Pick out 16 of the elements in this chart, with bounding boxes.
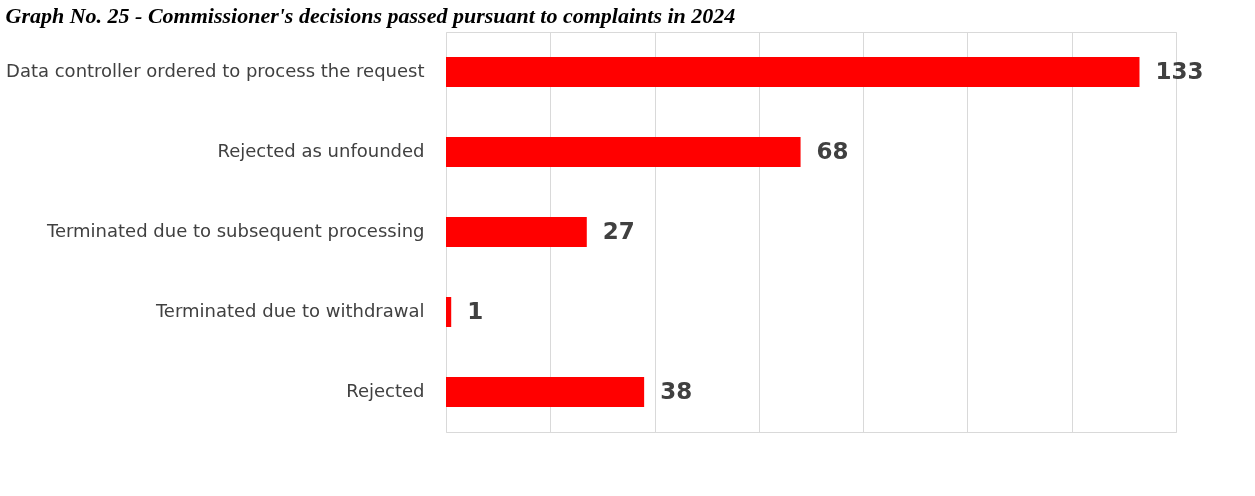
bar	[446, 297, 452, 327]
bar	[446, 377, 645, 407]
y-tick-label: Terminated due to subsequent processing	[45, 220, 425, 241]
y-tick-label: Rejected	[346, 380, 425, 401]
y-tick-label: Terminated due to withdrawal	[154, 300, 425, 321]
bar	[446, 57, 1140, 87]
data-label: 27	[602, 218, 635, 244]
data-label: 1	[467, 298, 484, 324]
data-label: 133	[1155, 58, 1204, 84]
bar	[446, 217, 587, 247]
data-label: 68	[816, 138, 849, 164]
chart-title: Graph No. 25 - Commissioner's decisions passed pursuant to complaints in 2024	[5, 3, 736, 28]
bar	[446, 137, 801, 167]
data-label: 38	[660, 378, 693, 404]
y-tick-label: Rejected as unfounded	[217, 140, 425, 161]
y-tick-label: Data controller ordered to process the request	[6, 60, 425, 81]
